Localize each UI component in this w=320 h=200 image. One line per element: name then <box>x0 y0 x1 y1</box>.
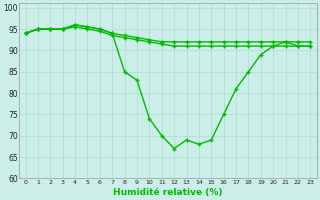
X-axis label: Humidité relative (%): Humidité relative (%) <box>113 188 223 197</box>
